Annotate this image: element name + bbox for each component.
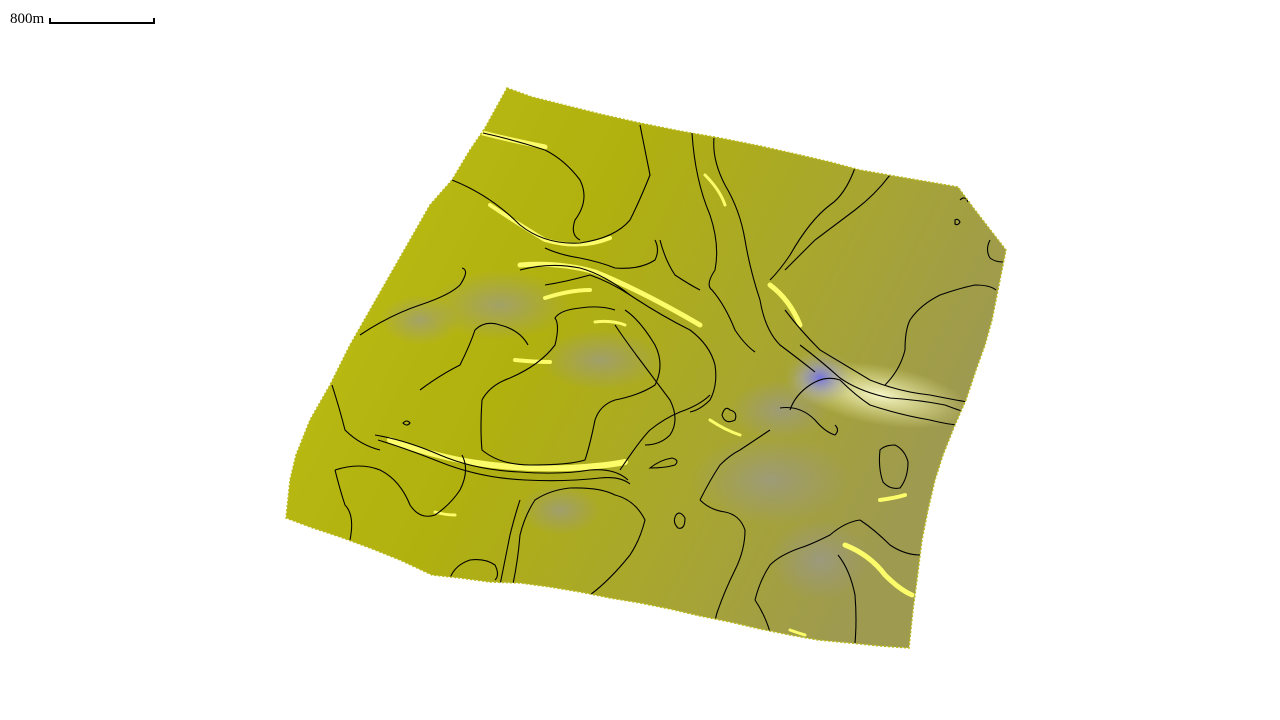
terrain-edge (285, 87, 1007, 649)
water-patch (785, 350, 855, 406)
ridge-highlights (387, 130, 915, 637)
terrain-group (285, 87, 1007, 649)
contour-lines (331, 124, 1004, 644)
scale-bar-label: 800m (10, 11, 45, 27)
scale-bar-line (49, 18, 155, 24)
